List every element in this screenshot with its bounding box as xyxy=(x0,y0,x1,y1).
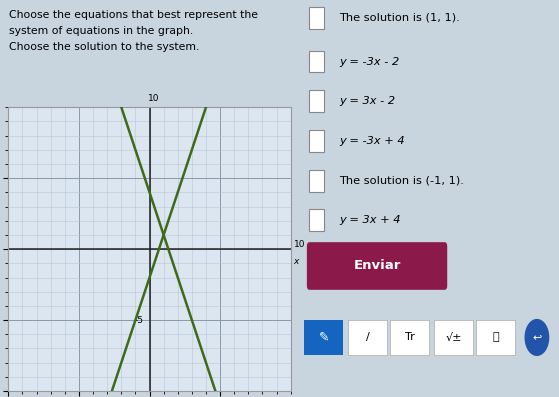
Bar xyxy=(476,320,515,355)
Bar xyxy=(310,210,324,231)
Text: y = 3x + 4: y = 3x + 4 xyxy=(339,215,401,225)
Text: x: x xyxy=(293,257,299,266)
Text: Choose the solution to the system.: Choose the solution to the system. xyxy=(9,42,200,52)
Text: Enviar: Enviar xyxy=(353,260,401,272)
Bar xyxy=(310,7,324,29)
Bar xyxy=(390,320,429,355)
Bar xyxy=(348,320,387,355)
Text: -5: -5 xyxy=(135,316,144,325)
Circle shape xyxy=(525,320,548,355)
Text: ↩: ↩ xyxy=(532,332,542,343)
Text: ✎: ✎ xyxy=(319,331,329,344)
Bar xyxy=(310,130,324,152)
Text: /: / xyxy=(366,332,370,343)
Bar xyxy=(310,90,324,112)
Text: Tr: Tr xyxy=(405,332,414,343)
Text: y = -3x + 4: y = -3x + 4 xyxy=(339,136,405,146)
FancyBboxPatch shape xyxy=(307,242,447,290)
Bar xyxy=(310,170,324,191)
Text: system of equations in the graph.: system of equations in the graph. xyxy=(9,26,193,36)
Bar xyxy=(304,320,343,355)
Bar xyxy=(434,320,473,355)
Text: Choose the equations that best represent the: Choose the equations that best represent… xyxy=(9,10,258,20)
Text: The solution is (1, 1).: The solution is (1, 1). xyxy=(339,13,460,23)
Text: The solution is (-1, 1).: The solution is (-1, 1). xyxy=(339,175,464,186)
Bar xyxy=(310,50,324,72)
Text: y = 3x - 2: y = 3x - 2 xyxy=(339,96,395,106)
Text: y = -3x - 2: y = -3x - 2 xyxy=(339,56,400,67)
Text: 10: 10 xyxy=(148,94,159,103)
Text: √±: √± xyxy=(446,332,462,343)
Text: 10: 10 xyxy=(293,240,305,249)
Text: 🖋: 🖋 xyxy=(492,332,499,343)
